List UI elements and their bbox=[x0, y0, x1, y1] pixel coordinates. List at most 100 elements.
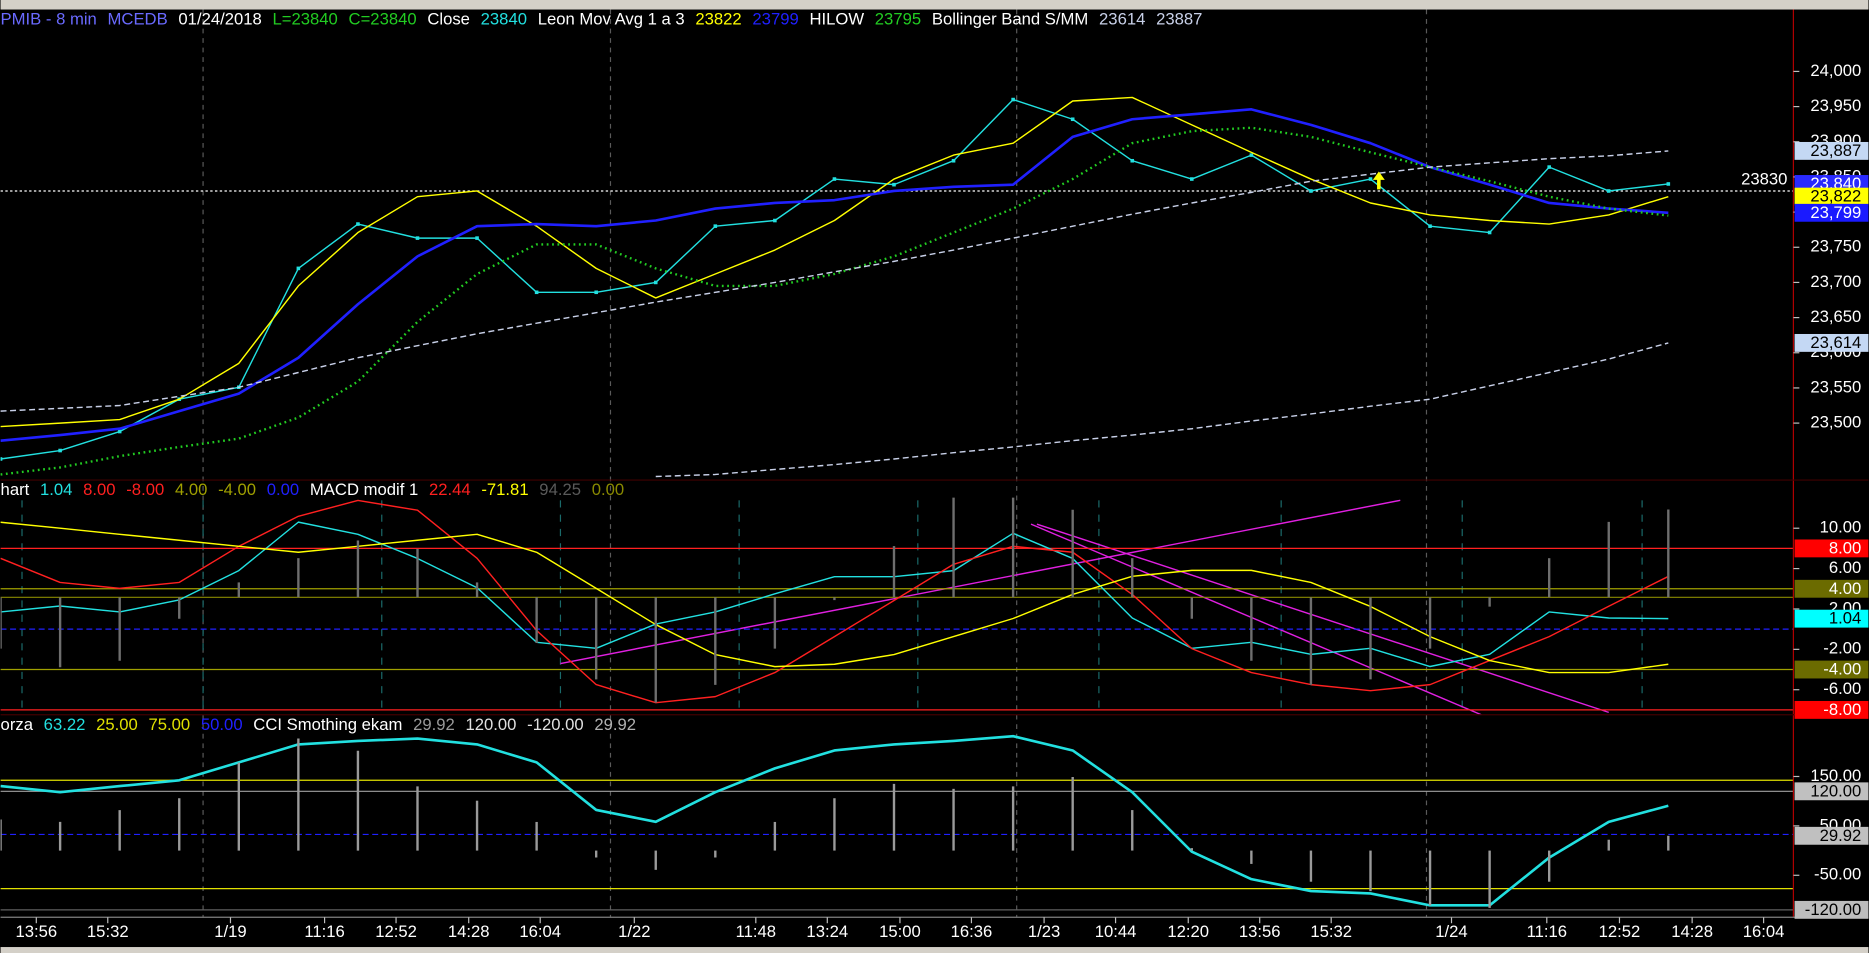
status-bar bbox=[0, 947, 1869, 953]
trendline bbox=[1036, 523, 1609, 714]
legend-value: 23822 bbox=[695, 10, 741, 29]
series-line bbox=[0, 96, 1669, 428]
value-box bbox=[1794, 203, 1869, 222]
series-line bbox=[0, 521, 1669, 674]
x-tick-label: 12:20 bbox=[1167, 922, 1209, 941]
legend-level: 50.00 bbox=[201, 715, 243, 734]
legend-value: 29.92 bbox=[594, 715, 636, 734]
y-tick-label: -2.00 bbox=[1823, 639, 1861, 658]
y-tick-label: 150.00 bbox=[1810, 766, 1861, 785]
header-text: MCEDB bbox=[108, 10, 168, 29]
series-point bbox=[0, 457, 3, 461]
legend-name: MACD modif 1 bbox=[310, 480, 418, 499]
y-tick-label: 6.00 bbox=[1829, 558, 1861, 577]
separators bbox=[21, 9, 1643, 918]
macd-panel bbox=[0, 497, 1794, 715]
legend-level: 8.00 bbox=[83, 480, 115, 499]
x-tick-label: 1/22 bbox=[618, 922, 650, 941]
y-tick-label: 10.00 bbox=[1820, 518, 1862, 537]
legend-name: hart bbox=[1, 480, 30, 499]
x-tick-label: 15:32 bbox=[1310, 922, 1352, 941]
value-box-label: -120.00 bbox=[1805, 900, 1862, 919]
value-box bbox=[1794, 660, 1869, 679]
legend-value: 63.22 bbox=[44, 715, 86, 734]
value-box bbox=[1794, 700, 1869, 719]
x-tick-label: 14:28 bbox=[448, 922, 490, 941]
price-panel bbox=[0, 96, 1794, 478]
legend-name: orza bbox=[1, 715, 34, 734]
value-box-label: 4.00 bbox=[1829, 579, 1861, 598]
x-tick-label: 16:04 bbox=[519, 922, 561, 941]
legend-name: Close bbox=[427, 10, 470, 29]
legend-value: 23840 bbox=[481, 10, 527, 29]
x-tick-label: 16:36 bbox=[951, 922, 993, 941]
series-point bbox=[1547, 165, 1551, 169]
series-point bbox=[1190, 177, 1194, 181]
series-point bbox=[1011, 97, 1015, 102]
legend-name: Leon Mov Avg 1 a 3 bbox=[538, 10, 685, 29]
legend-level: 120.00 bbox=[465, 715, 516, 734]
series-point bbox=[296, 266, 301, 271]
series-point bbox=[117, 429, 122, 434]
y-tick-label: 23,750 bbox=[1810, 237, 1861, 256]
series-point bbox=[415, 236, 420, 240]
value-box bbox=[1794, 900, 1869, 919]
series-line bbox=[655, 342, 1669, 478]
legend-level: -120.00 bbox=[527, 715, 584, 734]
value-box-label: -8.00 bbox=[1823, 700, 1861, 719]
x-tick-label: 12:52 bbox=[1599, 922, 1641, 941]
x-tick-label: 1/19 bbox=[214, 922, 246, 941]
legend-value: 22.44 bbox=[429, 480, 471, 499]
series-point bbox=[1606, 189, 1611, 193]
trendline bbox=[1030, 523, 1482, 715]
series-point bbox=[475, 236, 479, 240]
legend-level: 75.00 bbox=[149, 715, 191, 734]
toolbar[interactable] bbox=[0, 0, 1869, 10]
series-point bbox=[1130, 158, 1135, 163]
series-point bbox=[58, 448, 62, 453]
legend-value: 23887 bbox=[1156, 10, 1202, 29]
series-point bbox=[832, 177, 837, 181]
value-box bbox=[1794, 826, 1869, 845]
value-box-label: 29.92 bbox=[1820, 826, 1862, 845]
series-line bbox=[0, 150, 1669, 412]
x-tick-label: 1/24 bbox=[1435, 922, 1467, 941]
value-box bbox=[1794, 187, 1869, 206]
value-box-label: -4.00 bbox=[1823, 660, 1861, 679]
value-box bbox=[1794, 141, 1869, 160]
series-line bbox=[0, 499, 1669, 704]
legend-level: -8.00 bbox=[126, 480, 164, 499]
cci-panel bbox=[0, 734, 1794, 911]
series-point bbox=[892, 182, 896, 187]
x-tick-label: 13:56 bbox=[15, 922, 57, 941]
series-line bbox=[0, 126, 1669, 476]
series-line bbox=[0, 734, 1669, 907]
x-tick-label: 13:56 bbox=[1239, 922, 1281, 941]
legend-value: 29.92 bbox=[413, 715, 455, 734]
legend-level: 25.00 bbox=[96, 715, 138, 734]
value-box-label: 23,887 bbox=[1810, 141, 1861, 160]
y-tick-label: -6.00 bbox=[1823, 679, 1861, 698]
series-line bbox=[0, 108, 1669, 442]
series-point bbox=[1309, 189, 1313, 193]
y-tick-label: 23,500 bbox=[1810, 413, 1861, 432]
series-point bbox=[653, 280, 658, 285]
y-tick-label: 24,000 bbox=[1810, 61, 1861, 80]
series-point bbox=[1249, 153, 1254, 157]
header-text: L=23840 bbox=[273, 10, 338, 29]
value-box bbox=[1794, 782, 1869, 801]
legend-value: 23795 bbox=[875, 10, 921, 29]
value-box-label: 23,799 bbox=[1810, 203, 1861, 222]
y-tick-label: 23,650 bbox=[1810, 307, 1861, 326]
value-box-label: 8.00 bbox=[1829, 538, 1861, 557]
series-point bbox=[1368, 177, 1373, 181]
legend-level: 0.00 bbox=[592, 480, 624, 499]
x-tick-label: 14:28 bbox=[1671, 922, 1713, 941]
x-tick-label: 1/23 bbox=[1028, 922, 1060, 941]
y-tick-label: 23,700 bbox=[1810, 272, 1861, 291]
value-box bbox=[1794, 539, 1869, 558]
series-point bbox=[951, 158, 956, 163]
